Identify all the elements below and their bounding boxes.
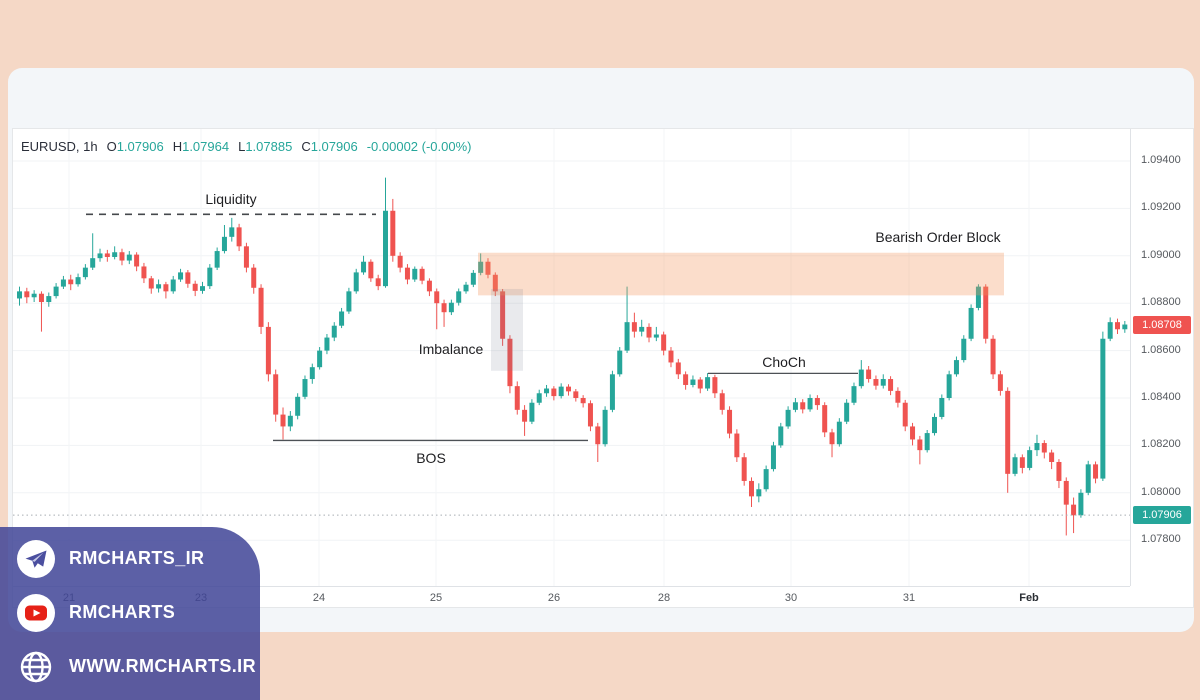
youtube-icon xyxy=(17,593,55,632)
globe-icon xyxy=(20,651,52,682)
candlestick-svg xyxy=(13,129,1130,586)
high-value: H1.07964 xyxy=(172,138,230,154)
time-tick-label: 28 xyxy=(657,592,671,604)
website-url: WWW.RMCHARTS.IR xyxy=(69,656,256,676)
liquidity-label: Liquidity xyxy=(205,191,257,207)
bos-label: BOS xyxy=(416,450,446,466)
time-tick-label: 25 xyxy=(429,592,443,604)
time-tick-label: Feb xyxy=(1019,592,1039,604)
social-overlay: RMCHARTS_IR RMCHARTS WWW.RMCHARTS.IR xyxy=(0,527,260,700)
time-tick-label: 30 xyxy=(784,592,798,604)
youtube-link[interactable]: RMCHARTS xyxy=(16,592,260,633)
ohlc-header: EURUSD, 1h O1.07906 H1.07964 L1.07885 C1… xyxy=(21,137,472,155)
symbol-timeframe-label: EURUSD, 1h xyxy=(21,138,98,154)
bearish-order-block-label: Bearish Order Block xyxy=(875,229,1001,245)
time-tick-label: 26 xyxy=(547,592,561,604)
low-value: L1.07885 xyxy=(238,138,293,154)
choch-label: ChoCh xyxy=(762,354,806,370)
price-tick-label: 1.09200 xyxy=(1141,201,1181,214)
open-value: O1.07906 xyxy=(106,138,164,154)
price-tick-label: 1.08400 xyxy=(1141,391,1181,403)
youtube-handle: RMCHARTS xyxy=(69,602,176,622)
prev-close-badge: 1.07906 xyxy=(1133,506,1191,525)
telegram-link[interactable]: RMCHARTS_IR xyxy=(16,538,260,579)
telegram-handle: RMCHARTS_IR xyxy=(69,548,205,568)
candlestick-plot[interactable]: Liquidity Bearish Order Block Imbalance … xyxy=(13,129,1130,586)
price-tick-label: 1.07800 xyxy=(1141,533,1181,546)
imbalance-label: Imbalance xyxy=(418,341,484,357)
price-tick-label: 1.08600 xyxy=(1141,343,1181,356)
change-value: -0.00002 (-0.00%) xyxy=(366,138,472,154)
price-tick-label: 1.08800 xyxy=(1141,296,1181,309)
price-tick-label: 1.09000 xyxy=(1141,248,1181,261)
price-tick-label: 1.08000 xyxy=(1141,485,1181,498)
price-tick-label: 1.08200 xyxy=(1141,438,1181,451)
time-tick-label: 31 xyxy=(902,592,916,604)
last-price-badge: 1.08708 xyxy=(1133,316,1191,334)
website-link[interactable]: WWW.RMCHARTS.IR xyxy=(16,646,260,687)
close-value: C1.07906 xyxy=(301,138,358,154)
price-axis[interactable]: 1.09400 1.09200 1.09000 1.08800 1.08600 1.084… xyxy=(1130,129,1195,586)
telegram-icon xyxy=(17,539,55,578)
price-tick-label: 1.09400 xyxy=(1141,154,1181,166)
time-tick-label: 24 xyxy=(312,592,326,604)
